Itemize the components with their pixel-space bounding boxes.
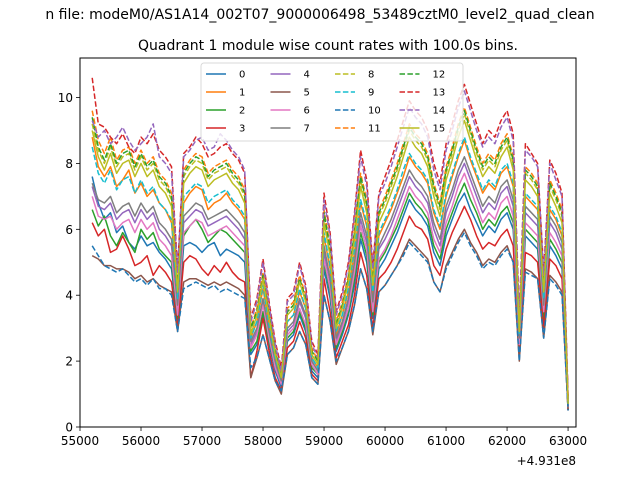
x-tick-label: 57000 [183,434,221,448]
y-tick-label: 0 [65,421,73,435]
series-line-6 [91,172,569,408]
y-tick-label: 2 [65,355,73,369]
legend-frame [200,62,464,142]
x-tick-label: 63000 [549,434,587,448]
y-tick-label: 10 [58,91,73,105]
y-tick-label: 6 [65,223,73,237]
series-line-10 [91,231,569,411]
legend-label-0: 0 [239,70,245,81]
legend-label-1: 1 [239,88,245,99]
x-tick-label: 58000 [244,434,282,448]
figure-suptitle: n file: modeM0/AS1A14_002T07_9000006498_… [45,7,594,23]
x-tick-label: 62000 [488,434,526,448]
legend-label-7: 7 [304,124,310,135]
x-tick-label: 55000 [61,434,99,448]
legend-label-9: 9 [368,88,374,99]
series-line-9 [91,136,569,404]
legend-label-12: 12 [433,70,446,81]
series-lines [91,77,569,411]
legend-label-15: 15 [433,124,446,135]
legend-label-6: 6 [304,106,310,117]
legend-label-11: 11 [368,124,381,135]
series-line-11 [91,106,569,401]
legend-label-14: 14 [433,106,446,117]
series-line-14 [91,90,569,401]
x-tick-label: 61000 [427,434,465,448]
x-offset-label: +4.931e8 [517,454,576,468]
axes: 55000 56000 57000 58000 59000 60000 61000 62000… [58,91,587,448]
y-tick-label: 4 [65,289,73,303]
legend-label-2: 2 [239,106,245,117]
series-line-7 [91,156,569,408]
series-line-15 [91,119,569,404]
legend-label-5: 5 [304,88,310,99]
series-line-3 [91,205,569,411]
chart-title: Quadrant 1 module wise count rates with … [138,38,518,54]
x-tick-label: 60000 [366,434,404,448]
x-tick-label: 59000 [305,434,343,448]
plot-frame [79,57,577,428]
y-tick-label: 8 [65,157,73,171]
legend-label-13: 13 [433,88,446,99]
x-tick-label: 56000 [122,434,160,448]
legend-label-3: 3 [239,124,245,135]
legend-label-4: 4 [304,70,310,81]
legend-label-10: 10 [368,106,381,117]
series-line-12 [91,109,569,401]
legend-label-8: 8 [368,70,374,81]
